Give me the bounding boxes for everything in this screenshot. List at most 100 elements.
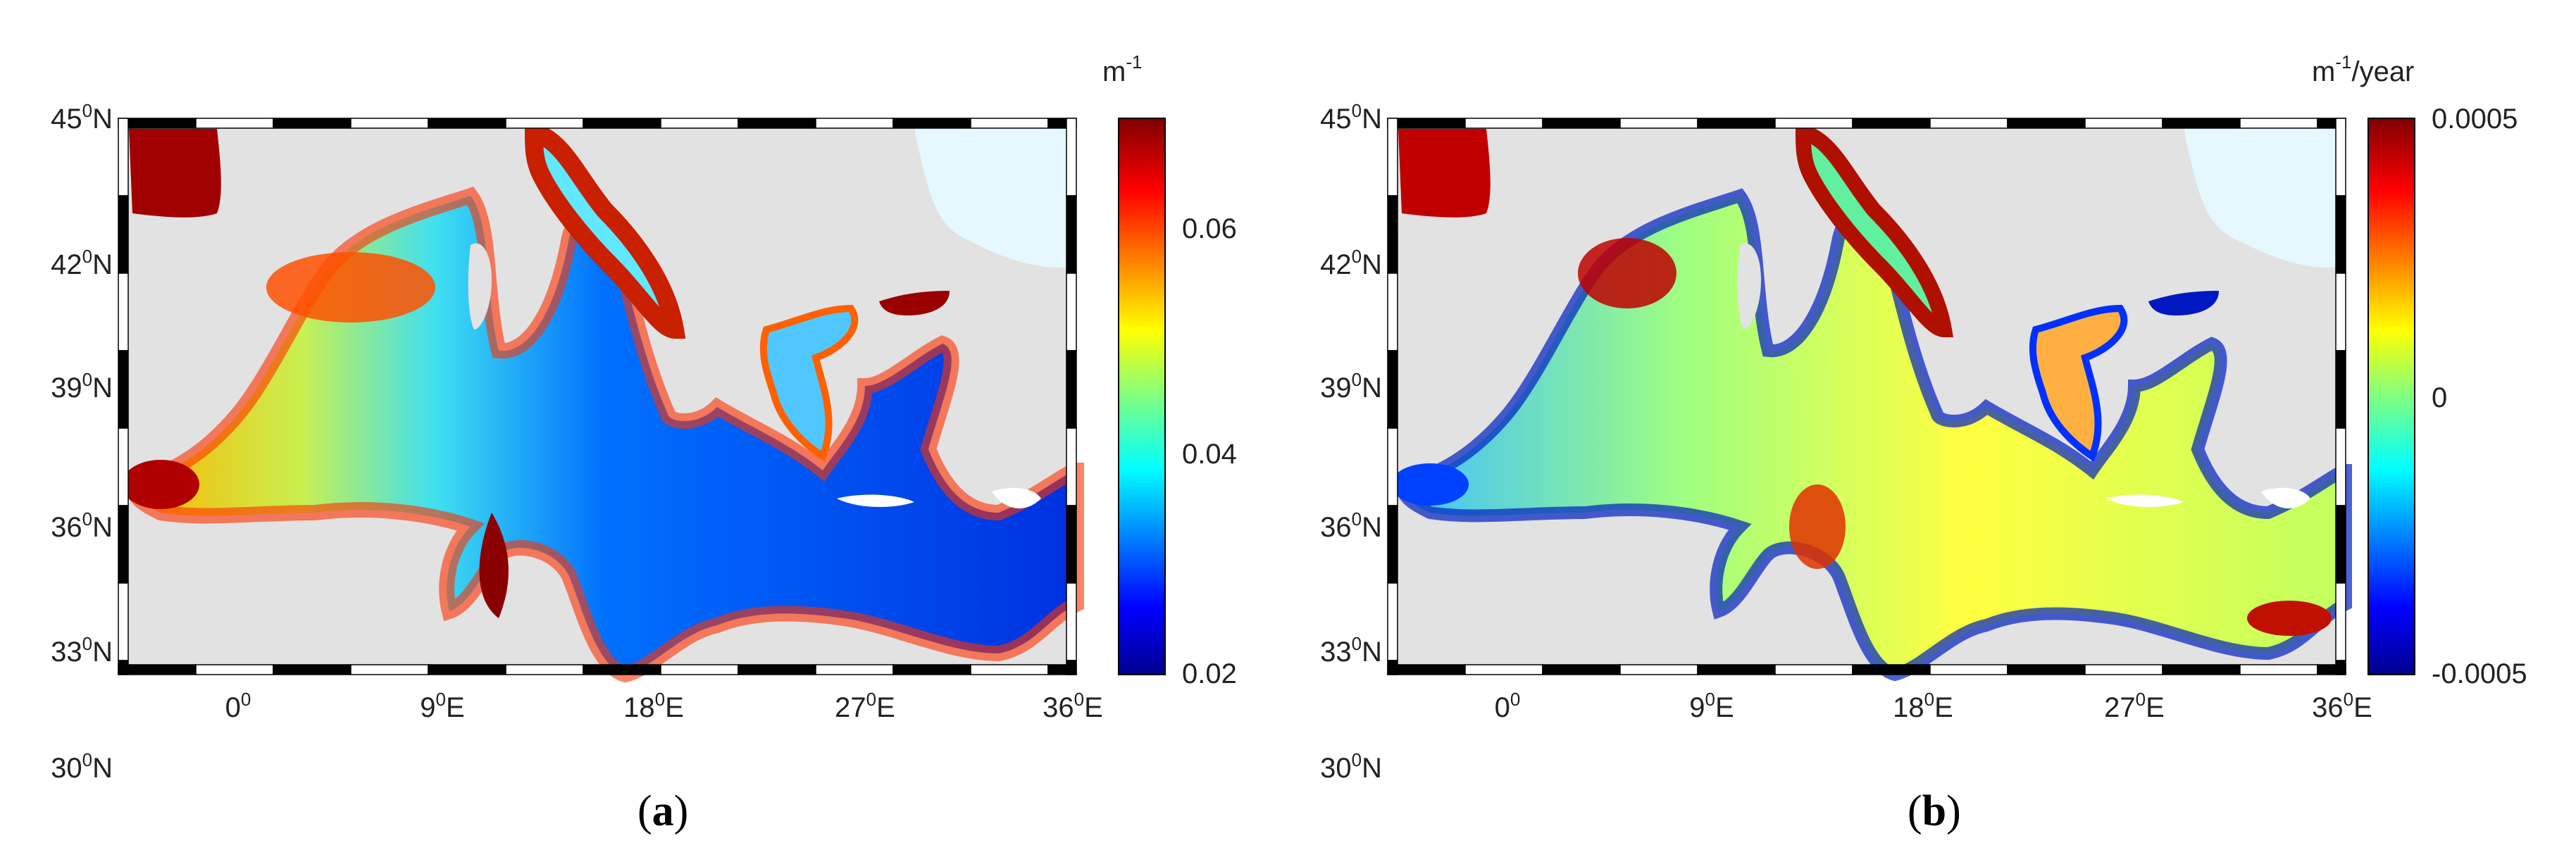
lon-tick-label: 270E: [835, 689, 895, 723]
lon-tick-label: 90E: [420, 689, 464, 723]
frame-segment: [118, 582, 129, 661]
colorbar-tick-a: 0.04: [1182, 439, 1237, 470]
lat-labels-b: 450N 420N 390N 360N 330N 300N: [1320, 100, 1382, 784]
biscay-field-b: [1398, 129, 1491, 218]
frame-segment: [2335, 350, 2346, 429]
frame-segment: [815, 664, 894, 675]
lat-tick-label: 360N: [51, 508, 113, 543]
frame-segment: [2084, 118, 2163, 129]
frame-segment: [118, 427, 129, 506]
frame-segment: [892, 118, 971, 129]
frame-segment: [1619, 118, 1698, 129]
frame-segment: [660, 664, 739, 675]
frame-segment: [660, 118, 739, 129]
frame-segment: [1387, 660, 1398, 675]
frame-segment: [1619, 664, 1698, 675]
frame-segment: [2335, 505, 2346, 584]
gulf-lion-hotspot-b: [1578, 238, 1676, 308]
colorbar-b: m-1/year 0.0005 0 -0.0005: [2312, 51, 2527, 689]
frame-segment: [1464, 664, 1543, 675]
map-panel-a: [118, 118, 1076, 675]
panel-label-b: (b): [1908, 787, 1961, 835]
frame-segment: [1387, 350, 1398, 429]
frame-segment: [2335, 582, 2346, 661]
tunisian-hotspot-b: [1789, 484, 1846, 569]
alboran-hotspot-a: [122, 460, 199, 509]
frame-segment: [273, 118, 351, 129]
alboran-field-b: [1391, 463, 1469, 506]
lat-tick-label: 300N: [51, 749, 113, 784]
frame-segment: [1066, 505, 1077, 584]
frame-segment: [2335, 118, 2346, 196]
frame-segment: [118, 118, 129, 196]
frame-segment: [118, 195, 129, 274]
gulf-lion-hotspot-a: [266, 252, 435, 323]
frame-segment: [1066, 195, 1077, 274]
frame-segment: [1929, 664, 2008, 675]
frame-segment: [892, 664, 971, 675]
colorbar-gradient-a: [1118, 118, 1166, 675]
colorbar-gradient-b: [2367, 118, 2415, 675]
frame-segment: [583, 664, 661, 675]
frame-segment: [1929, 118, 2008, 129]
colorbar-a: m-1 0.06 0.04 0.02: [1102, 51, 1237, 689]
frame-segment: [118, 660, 129, 675]
frame-segment: [815, 118, 894, 129]
frame-segment: [1387, 582, 1398, 661]
lat-labels-a: 450N 420N 390N 360N 330N 300N: [51, 100, 113, 784]
frame-segment: [1542, 118, 1621, 129]
lat-tick-label: 450N: [51, 100, 113, 134]
lon-tick-label: 180E: [1893, 689, 1953, 723]
frame-segment: [1066, 660, 1077, 675]
map-border-a: [118, 118, 1077, 675]
frame-segment: [505, 118, 584, 129]
colorbar-tick-a: 0.02: [1182, 658, 1237, 689]
frame-segment: [428, 118, 506, 129]
colorbar-tick-b: 0.0005: [2432, 104, 2518, 134]
frame-segment: [1387, 273, 1398, 351]
lon-tick-label: 360E: [2312, 689, 2372, 723]
frame-segment: [1387, 118, 1398, 196]
map-panel-b: [1387, 118, 2346, 675]
colorbar-unit-a: m-1: [1102, 51, 1142, 87]
nile-hotspot-b: [2247, 601, 2332, 636]
lat-tick-label: 330N: [51, 633, 113, 668]
frame-segment: [2007, 664, 2086, 675]
frame-segment: [195, 118, 274, 129]
frame-segment: [118, 273, 129, 351]
frame-segment: [2335, 195, 2346, 274]
frame-segment: [738, 118, 816, 129]
lat-tick-label: 360N: [1320, 508, 1382, 543]
frame-segment: [1852, 118, 1931, 129]
lon-tick-label: 00: [1495, 689, 1521, 723]
frame-segment: [505, 664, 584, 675]
frame-segment: [2007, 118, 2086, 129]
map-border-b: [1387, 118, 2346, 675]
frame-segment: [2162, 118, 2241, 129]
frame-segment: [1697, 664, 1776, 675]
frame-segment: [583, 118, 661, 129]
lon-tick-label: 360E: [1043, 689, 1103, 723]
frame-segment: [1066, 582, 1077, 661]
frame-segment: [1387, 195, 1398, 274]
lat-tick-label: 420N: [51, 246, 113, 280]
frame-segment: [428, 664, 506, 675]
lon-labels-a: 00 90E 180E 270E 360E: [225, 689, 1103, 723]
frame-segment: [1066, 427, 1077, 506]
lat-tick-label: 450N: [1320, 100, 1382, 134]
frame-segment: [350, 664, 429, 675]
colorbar-tick-b: -0.0005: [2432, 658, 2527, 689]
frame-segment: [118, 118, 197, 129]
frame-segment: [2239, 118, 2318, 129]
frame-segment: [2084, 664, 2163, 675]
lon-tick-label: 180E: [623, 689, 684, 723]
colorbar-unit-b: m-1/year: [2312, 51, 2414, 87]
frame-segment: [2162, 664, 2241, 675]
frame-segment: [2335, 660, 2346, 675]
frame-segment: [1387, 118, 1466, 129]
lon-labels-b: 00 90E 180E 270E 360E: [1495, 689, 2372, 723]
frame-segment: [970, 118, 1049, 129]
lon-tick-label: 270E: [2104, 689, 2165, 723]
frame-segment: [195, 664, 274, 675]
lat-tick-label: 390N: [51, 369, 113, 403]
